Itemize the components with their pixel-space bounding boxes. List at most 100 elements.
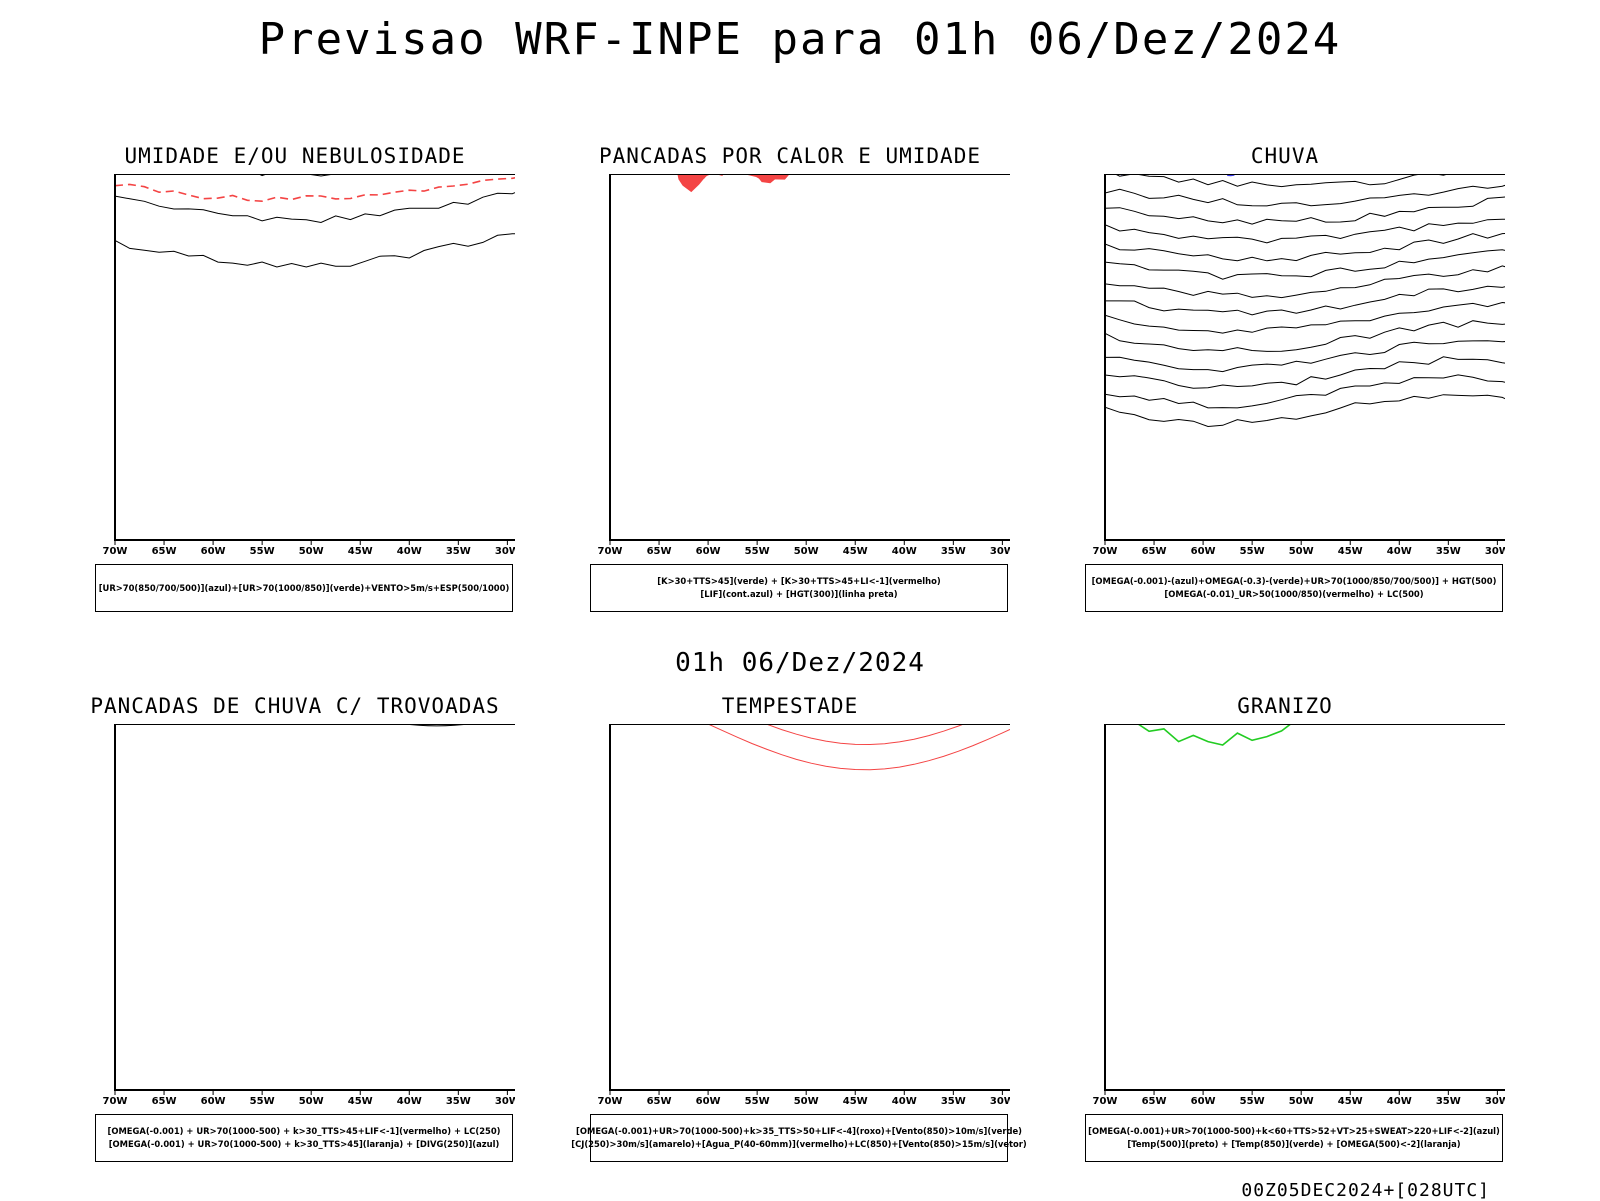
lon-label: 50W bbox=[299, 1096, 324, 1107]
lon-label: 45W bbox=[843, 546, 868, 557]
legend-line-1: [OMEGA(-0.001)+UR>70(1000-500)+k>35_TTS>… bbox=[576, 1125, 1022, 1138]
lon-label: 35W bbox=[446, 1096, 471, 1107]
map-content: 1012100810161016100410121016102010121008… bbox=[102, 174, 515, 267]
lon-label: 60W bbox=[201, 1096, 226, 1107]
lon-label: 70W bbox=[1093, 1096, 1118, 1107]
thickness-contour bbox=[115, 176, 515, 201]
lon-label: 55W bbox=[1240, 1096, 1265, 1107]
map-content: -12-15-18-21-15-18-21121518 bbox=[1105, 724, 1505, 745]
pressure-contour bbox=[115, 234, 515, 267]
legend-line-1: [OMEGA(-0.001)-(azul)+OMEGA(-0.3)-(verde… bbox=[1092, 575, 1497, 588]
lon-label: 60W bbox=[696, 1096, 721, 1107]
lon-label: 35W bbox=[446, 546, 471, 557]
legend-line-2: [OMEGA(-0.01)_UR>50(1000/850)(vermelho) … bbox=[1164, 588, 1423, 601]
lon-label: 60W bbox=[1191, 1096, 1216, 1107]
streamline-850 bbox=[708, 724, 1010, 745]
panel-granizo: GRANIZO -12-15-18-21-15-18-2112151812S15… bbox=[1065, 694, 1505, 1184]
hgt500-contour bbox=[1105, 303, 1505, 334]
temp850-contour bbox=[1105, 724, 1505, 745]
lon-label: 30W bbox=[990, 546, 1010, 557]
lon-label: 70W bbox=[103, 546, 128, 557]
lon-label: 65W bbox=[152, 1096, 177, 1107]
legend-line-2: [LIF](cont.azul) + [HGT(300)](linha pret… bbox=[700, 588, 897, 601]
lon-label: 50W bbox=[794, 1096, 819, 1107]
k-tts-li-region bbox=[677, 174, 711, 192]
hgt500-contour bbox=[1105, 395, 1505, 427]
legend-line-2: [CJ(250)>30m/s](amarelo)+[Agua_P(40-60mm… bbox=[571, 1138, 1027, 1151]
legend-line-1: [K>30+TTS>45](verde) + [K>30+TTS>45+LI<-… bbox=[657, 575, 940, 588]
panel-legend: [K>30+TTS>45](verde) + [K>30+TTS>45+LI<-… bbox=[590, 564, 1008, 612]
lon-label: 35W bbox=[1436, 1096, 1461, 1107]
lon-label: 70W bbox=[598, 546, 623, 557]
panel-legend: [OMEGA(-0.001) + UR>70(1000-500) + k>30_… bbox=[95, 1114, 513, 1162]
lon-label: 35W bbox=[941, 546, 966, 557]
lon-label: 55W bbox=[1240, 546, 1265, 557]
lon-label: 40W bbox=[892, 1096, 917, 1107]
lon-label: 60W bbox=[1191, 546, 1216, 557]
lon-label: 40W bbox=[397, 546, 422, 557]
lon-label: 30W bbox=[990, 1096, 1010, 1107]
legend-line-1: [OMEGA(-0.001) + UR>70(1000-500) + k>30_… bbox=[108, 1125, 501, 1138]
lon-label: 35W bbox=[941, 1096, 966, 1107]
lon-label: 65W bbox=[647, 1096, 672, 1107]
lon-label: 40W bbox=[1387, 1096, 1412, 1107]
lon-label: 55W bbox=[250, 1096, 275, 1107]
panel-title: GRANIZO bbox=[1065, 694, 1505, 718]
map-frame bbox=[1105, 724, 1505, 1090]
hgt500-contour bbox=[1105, 196, 1505, 224]
map-frame bbox=[610, 174, 1010, 540]
map-chuva: 5825825855825795765735705675645615585555… bbox=[1065, 174, 1505, 584]
panel-legend: [UR>70(850/700/500)](azul)+[UR>70(1000/8… bbox=[95, 564, 513, 612]
panel-legend: [OMEGA(-0.001)+UR>70(1000-500)+k>35_TTS>… bbox=[590, 1114, 1008, 1162]
map-umidade: 1012100810161016100410121016102010121008… bbox=[75, 174, 515, 584]
map-tempestade: 4040404012S15S18S21S24S27S30S33S36S39S42… bbox=[570, 724, 1010, 1134]
map-frame bbox=[115, 724, 515, 1090]
panel-chuva: CHUVA 5825825855825795765735705675645615… bbox=[1065, 144, 1505, 634]
pressure-contour bbox=[115, 188, 515, 223]
lon-label: 35W bbox=[1436, 546, 1461, 557]
panel-tempestade: TEMPESTADE 4040404012S15S18S21S24S27S30S… bbox=[570, 694, 1010, 1184]
panel-title: UMIDADE E/OU NEBULOSIDADE bbox=[75, 144, 515, 168]
streamline-850 bbox=[708, 724, 1010, 770]
map-pancadas-calor: 9600960095209600944095209360944095209280… bbox=[570, 174, 1010, 584]
hgt500-contour bbox=[1105, 321, 1505, 352]
hgt500-contour bbox=[1105, 250, 1505, 279]
forecast-time-label: 01h 06/Dez/2024 bbox=[0, 648, 1600, 678]
lon-label: 60W bbox=[696, 546, 721, 557]
lon-label: 65W bbox=[1142, 546, 1167, 557]
panel-legend: [OMEGA(-0.001)+UR>70(1000-500)+k<60+TTS>… bbox=[1085, 1114, 1503, 1162]
hgt500-contour bbox=[1105, 219, 1505, 243]
map-frame bbox=[610, 724, 1010, 1090]
main-title: Previsao WRF-INPE para 01h 06/Dez/2024 bbox=[0, 14, 1600, 65]
hgt500-contour bbox=[1105, 357, 1505, 389]
panel-title: PANCADAS POR CALOR E UMIDADE bbox=[570, 144, 1010, 168]
lon-label: 50W bbox=[1289, 546, 1314, 557]
map-content: 5825825855825795765735705675645615585555… bbox=[1100, 174, 1505, 427]
lon-label: 65W bbox=[647, 546, 672, 557]
panel-pancadas-calor: PANCADAS POR CALOR E UMIDADE 96009600952… bbox=[570, 144, 1010, 634]
legend-line-2: [OMEGA(-0.001) + UR>70(1000-500) + k>30_… bbox=[109, 1138, 500, 1151]
lon-label: 50W bbox=[794, 546, 819, 557]
lon-label: 30W bbox=[495, 546, 515, 557]
legend-line-1: [OMEGA(-0.001)+UR>70(1000-500)+k<60+TTS>… bbox=[1088, 1125, 1500, 1138]
lon-label: 45W bbox=[348, 546, 373, 557]
legend-line-2: [Temp(500)](preto) + [Temp(850)](verde) … bbox=[1127, 1138, 1460, 1151]
panel-title: TEMPESTADE bbox=[570, 694, 1010, 718]
map-frame bbox=[115, 174, 515, 540]
lon-label: 45W bbox=[1338, 546, 1363, 557]
hgt500-contour bbox=[1105, 266, 1505, 298]
panel-title: PANCADAS DE CHUVA C/ TROVOADAS bbox=[75, 694, 515, 718]
lon-label: 70W bbox=[598, 1096, 623, 1107]
lon-label: 50W bbox=[1289, 1096, 1314, 1107]
lon-label: 30W bbox=[1485, 546, 1505, 557]
lon-label: 70W bbox=[1093, 546, 1118, 557]
lon-label: 40W bbox=[1387, 546, 1412, 557]
lon-label: 30W bbox=[1485, 1096, 1505, 1107]
panel-legend: [OMEGA(-0.001)-(azul)+OMEGA(-0.3)-(verde… bbox=[1085, 564, 1503, 612]
lon-label: 45W bbox=[1338, 1096, 1363, 1107]
lon-label: 45W bbox=[843, 1096, 868, 1107]
lon-label: 60W bbox=[201, 546, 226, 557]
map-granizo: -12-15-18-21-15-18-2112151812S15S18S21S2… bbox=[1065, 724, 1505, 1134]
map-pancadas-trovoadas: 12S15S18S21S24S27S30S33S36S39S42S70W65W6… bbox=[75, 724, 515, 1134]
panel-umidade: UMIDADE E/OU NEBULOSIDADE 10121008101610… bbox=[75, 144, 515, 634]
